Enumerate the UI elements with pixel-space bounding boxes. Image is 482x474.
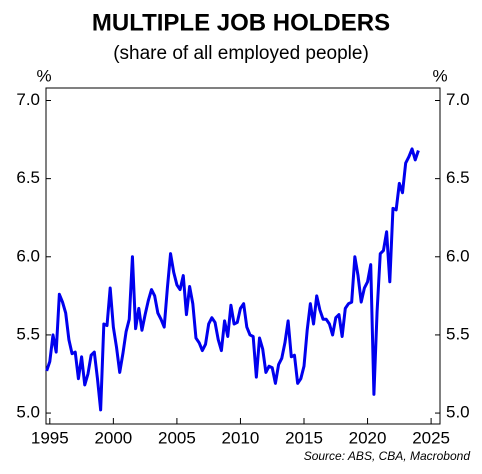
chart-subtitle: (share of all employed people): [113, 43, 369, 64]
y2-tick-label: 5.5: [446, 324, 470, 343]
y2-axis-label: %: [432, 66, 447, 85]
chart-title: MULTIPLE JOB HOLDERS: [92, 9, 390, 36]
y2-tick-label: 5.0: [446, 403, 470, 422]
y2-tick-label: 7.0: [446, 90, 470, 109]
y-tick-label: 7.0: [16, 90, 40, 109]
x-tick-label: 1995: [31, 428, 69, 447]
x-tick-label: 2010: [222, 428, 260, 447]
data-line: [45, 147, 420, 412]
x-tick-label: 2020: [349, 428, 387, 447]
y-tick-label: 6.0: [16, 246, 40, 265]
source: Source: ABS, CBA, Macrobond: [304, 449, 471, 463]
x-tick-label: 2000: [94, 428, 132, 447]
y-tick-label: 5.5: [16, 324, 40, 343]
x-tick-label: 2005: [158, 428, 196, 447]
y-tick-label: 5.0: [16, 403, 40, 422]
x-tick-label: 2015: [285, 428, 323, 447]
plot-frame: [45, 87, 441, 425]
y2-tick-label: 6.5: [446, 168, 470, 187]
y-axis-label: %: [36, 66, 51, 85]
y-tick-label: 6.5: [16, 168, 40, 187]
y2-tick-label: 6.0: [446, 246, 470, 265]
x-tick-label: 2025: [412, 428, 450, 447]
